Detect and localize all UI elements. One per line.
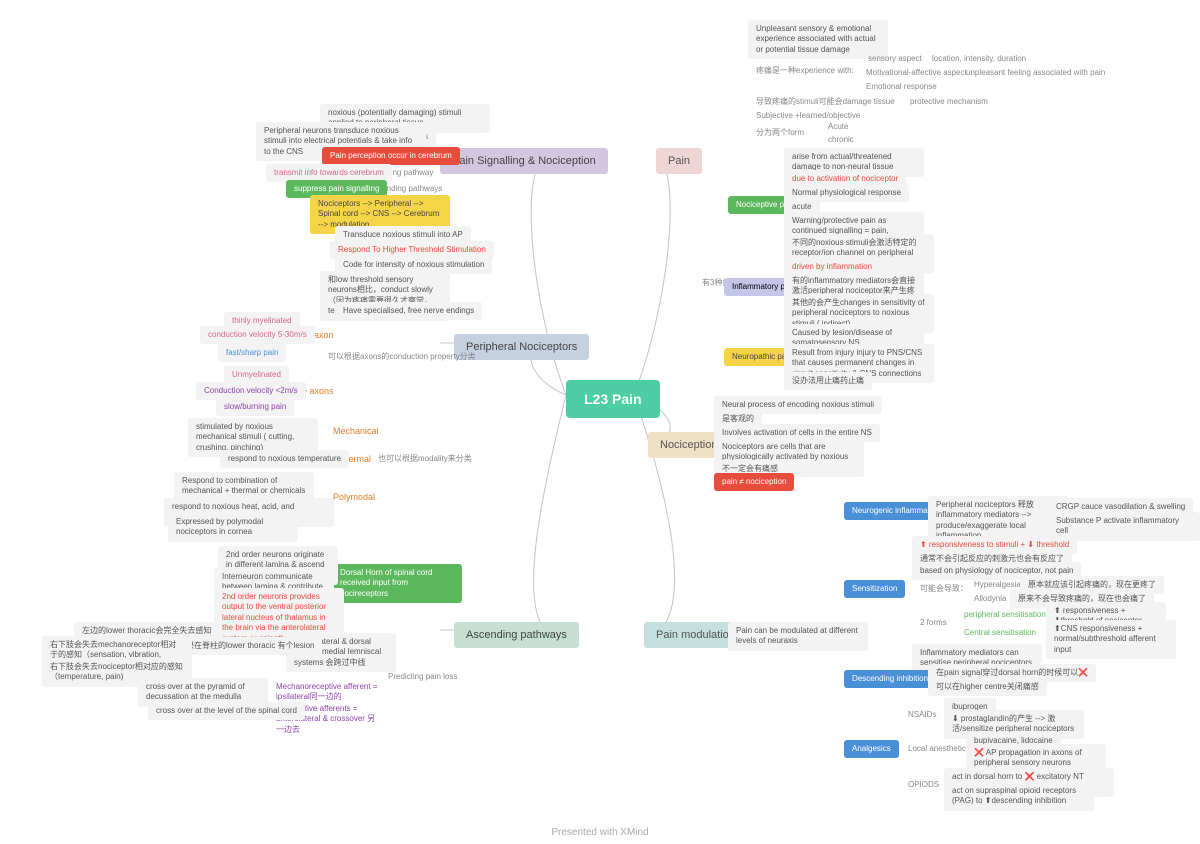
pn-c3: slow/burning pain bbox=[216, 398, 294, 416]
pm-op: OPIODS bbox=[900, 776, 947, 794]
pn-ad2: conduction velocity 5-30m/s bbox=[200, 326, 315, 344]
pain-ma1: unpleasant feeling associated with pain bbox=[958, 64, 1113, 82]
pn-ad3: fast/sharp pain bbox=[218, 344, 286, 362]
pn-mech: Mechanical bbox=[325, 422, 387, 442]
pm-an: Analgesics bbox=[844, 740, 899, 758]
ap-noci1: cross over at the level of the spinal co… bbox=[148, 702, 305, 720]
ap-dh: Dorsal Horn of spinal cord received inpu… bbox=[332, 564, 462, 603]
pain-npath3: 没办法用止痛药止痛 bbox=[784, 372, 872, 390]
pm-sens: Sensitization bbox=[844, 580, 905, 598]
pm-forms: 2 forms bbox=[912, 614, 955, 632]
pn-p5: Have specialised, free nerve endings bbox=[335, 302, 482, 320]
pn-trv2: Expressed by polymodal nociceptors in co… bbox=[168, 513, 298, 542]
pain-form: 分为两个form bbox=[748, 124, 812, 142]
pm-lvl: Pain can be modulated at different level… bbox=[728, 622, 868, 651]
pain-dmg1: protective mechanism bbox=[902, 93, 996, 111]
noc-n6: pain ≠ nociception bbox=[714, 473, 794, 491]
branch-psn[interactable]: Pain Signalling & Nociception bbox=[440, 148, 608, 174]
pm-di2: 可以在higher centre关闭痛感 bbox=[928, 678, 1047, 696]
pn-modal: 也可以根据modality来分类 bbox=[370, 450, 480, 468]
pain-ch: chronic bbox=[820, 131, 862, 149]
pn-therm1: respond to noxious temperature bbox=[220, 450, 349, 468]
branch-ap[interactable]: Ascending pathways bbox=[454, 622, 579, 648]
pain-exp: 疼痛是一种experience with: bbox=[748, 62, 862, 80]
pm-ps: peripheral sensitisation bbox=[956, 606, 1054, 624]
pm-di: Descending inhibition bbox=[844, 670, 936, 688]
pm-cs1: ⬆CNS responsiveness + normal/subthreshol… bbox=[1046, 620, 1176, 659]
pm-ns: NSAIDs bbox=[900, 706, 944, 724]
pn-cond: 可以根据axons的conduction property分类 bbox=[320, 348, 484, 366]
psn-perc: Pain perception occur in cerebrum bbox=[322, 147, 460, 165]
branch-pain[interactable]: Pain bbox=[656, 148, 702, 174]
footer-text: Presented with XMind bbox=[0, 827, 1200, 838]
root-node[interactable]: L23 Pain bbox=[566, 380, 660, 418]
pm-op2: act on supraspinal opioid receptors (PAG… bbox=[944, 782, 1094, 811]
pm-cs: Central sensitisation bbox=[956, 624, 1044, 642]
